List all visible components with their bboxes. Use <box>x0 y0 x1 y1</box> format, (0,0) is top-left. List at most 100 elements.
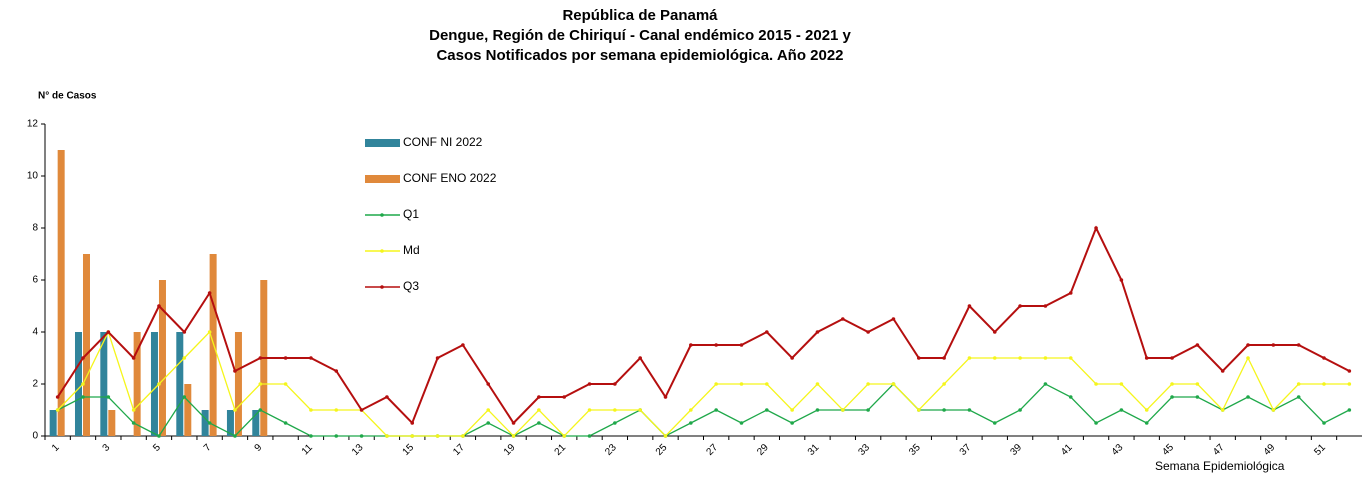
line-marker <box>587 408 592 412</box>
line-marker <box>1119 278 1124 282</box>
line-marker <box>207 421 212 425</box>
line-marker <box>714 382 718 386</box>
line-marker <box>866 408 870 412</box>
line-marker <box>1195 382 1200 386</box>
line-marker <box>992 421 997 425</box>
line-marker <box>131 408 136 412</box>
line-marker <box>739 382 744 386</box>
line-marker <box>537 421 541 425</box>
line-marker <box>435 356 440 360</box>
line-marker <box>1170 395 1174 399</box>
line-marker <box>1094 226 1098 230</box>
line-marker <box>1170 356 1174 360</box>
legend-label: Md <box>403 243 420 257</box>
chart-title: Dengue, Región de Chiriquí - Canal endém… <box>429 27 851 44</box>
line <box>56 225 1350 425</box>
line-marker <box>587 382 592 386</box>
line-marker <box>891 317 896 321</box>
bar <box>201 410 209 436</box>
x-tick-label: 47 <box>1211 442 1227 458</box>
y-tick-label: 0 <box>32 431 38 442</box>
line-marker <box>1347 382 1352 386</box>
line-marker <box>815 408 820 412</box>
bar <box>57 150 65 436</box>
line-marker <box>967 356 972 360</box>
line-marker <box>309 434 313 438</box>
bar <box>74 332 82 436</box>
bar <box>209 254 217 436</box>
x-tick-label: 31 <box>806 442 822 458</box>
line-marker <box>891 382 896 386</box>
line-marker <box>613 382 617 386</box>
x-tick-label: 19 <box>502 442 518 458</box>
line-marker <box>1271 408 1276 412</box>
line-marker <box>283 356 288 360</box>
line-marker <box>967 304 972 308</box>
line-marker <box>106 330 111 334</box>
line-marker <box>157 304 161 308</box>
legend-swatch <box>365 175 400 183</box>
line-marker <box>1296 382 1301 386</box>
line-marker <box>1043 356 1048 360</box>
y-tick-label: 6 <box>32 275 38 286</box>
line-marker <box>511 434 516 438</box>
line-marker <box>435 434 440 438</box>
line-marker <box>663 395 668 399</box>
line-marker <box>309 408 313 412</box>
line-marker <box>334 434 339 438</box>
line-marker <box>689 421 693 425</box>
line-marker <box>1170 382 1174 386</box>
line-marker <box>992 356 997 360</box>
line-marker <box>486 421 491 425</box>
line-marker <box>638 408 642 412</box>
line-marker <box>55 408 60 412</box>
legend-swatch <box>365 139 400 147</box>
bar <box>176 332 184 436</box>
line-marker <box>207 291 212 295</box>
legend-label: Q3 <box>403 279 419 293</box>
line-marker <box>765 330 769 334</box>
line-marker <box>106 395 111 399</box>
x-tick-label: 43 <box>1110 442 1126 458</box>
line-marker <box>714 408 718 412</box>
line-marker <box>486 382 491 386</box>
bar <box>252 410 260 436</box>
line-marker <box>765 382 769 386</box>
line-marker <box>359 434 364 438</box>
line-marker <box>1018 356 1022 360</box>
bar <box>150 332 158 436</box>
x-tick-label: 5 <box>151 442 163 454</box>
line-marker <box>916 408 921 412</box>
line-marker <box>309 356 313 360</box>
line-marker <box>1246 395 1250 399</box>
line <box>57 330 1350 437</box>
line-marker <box>992 330 997 334</box>
line-marker <box>258 382 263 386</box>
line-marker <box>1119 408 1124 412</box>
x-tick-label: 11 <box>300 442 315 457</box>
line-marker <box>334 408 339 412</box>
x-tick-label: 45 <box>1160 442 1176 458</box>
line-marker <box>689 408 693 412</box>
y-axis-label: N° de Casos <box>38 91 97 102</box>
line-marker <box>638 356 642 360</box>
line-marker <box>1271 343 1276 347</box>
legend-swatch <box>380 249 384 253</box>
x-tick-label: 15 <box>401 442 417 458</box>
line-marker <box>1322 421 1326 425</box>
x-tick-label: 7 <box>202 442 214 454</box>
line-marker <box>562 434 567 438</box>
line-marker <box>1144 408 1149 412</box>
line-marker <box>1220 369 1225 373</box>
line-marker <box>537 408 541 412</box>
line-marker <box>1322 356 1326 360</box>
line-marker <box>131 421 136 425</box>
line-marker <box>613 421 617 425</box>
line-marker <box>334 369 339 373</box>
line-marker <box>182 330 187 334</box>
line-marker <box>461 434 465 438</box>
line-marker <box>790 408 794 412</box>
bar <box>234 332 242 436</box>
line-marker <box>131 356 136 360</box>
x-tick-label: 39 <box>1008 442 1024 458</box>
